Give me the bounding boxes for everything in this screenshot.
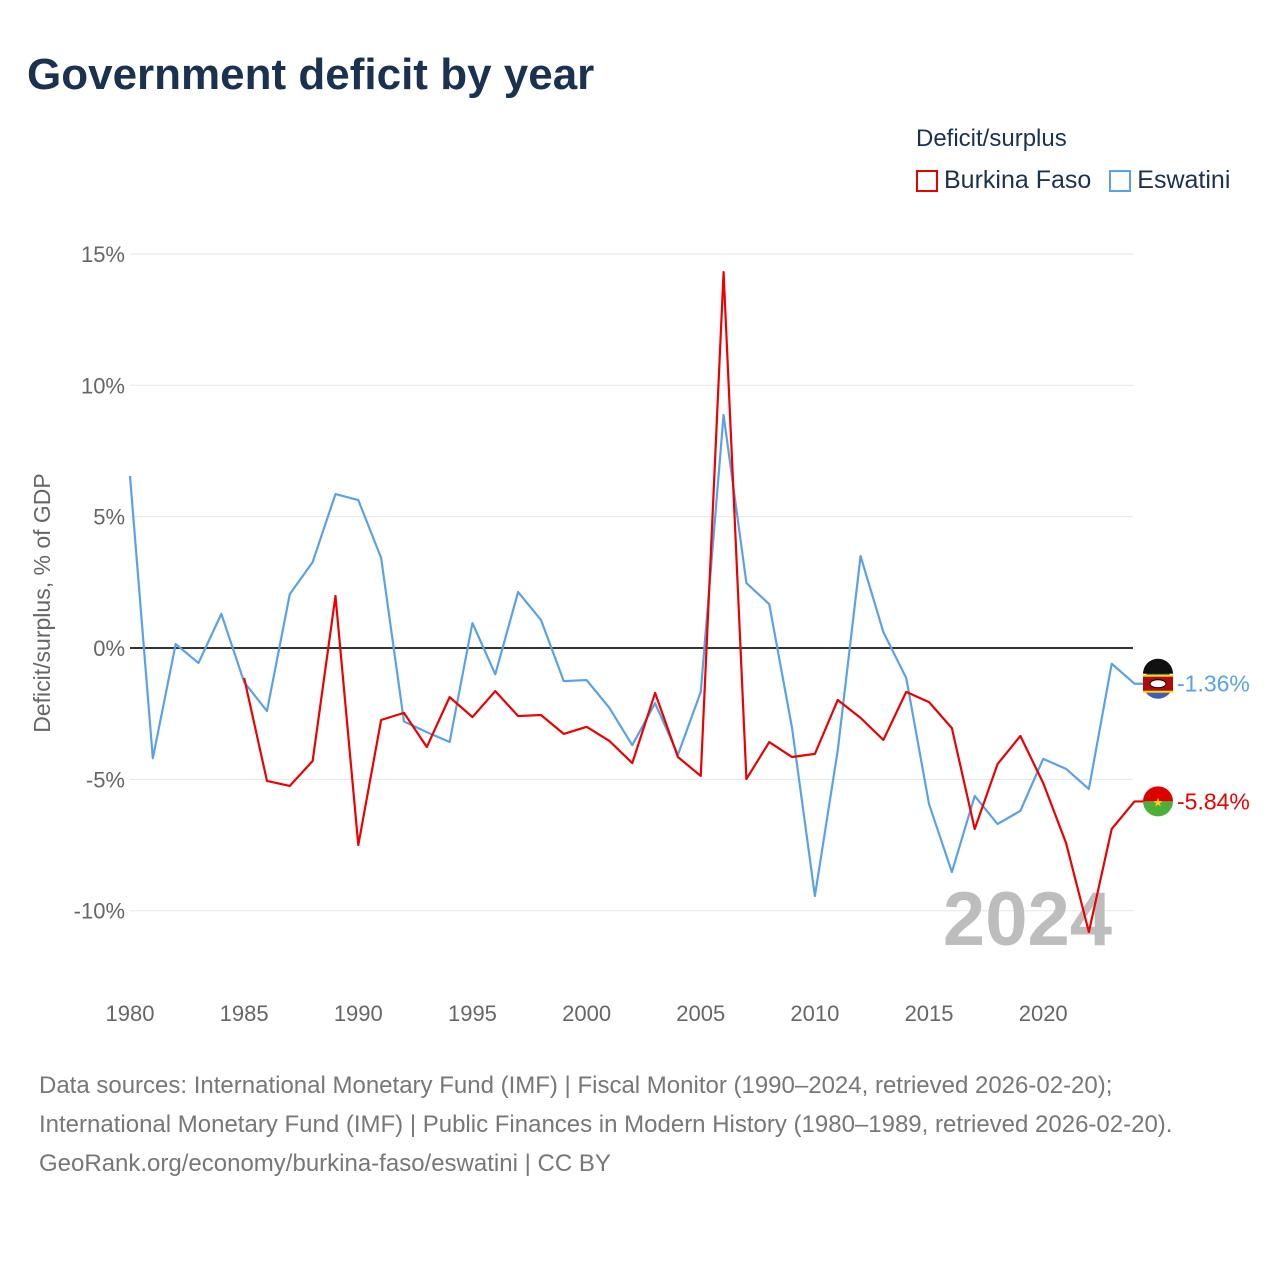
data-sources: Data sources: International Monetary Fun… — [39, 1072, 1173, 1138]
line-chart: 15% 10% 5% 0% -5% -10% 1980 1985 1990 1995 2000 200… — [29, 242, 1250, 1026]
y-tick-label: -5% — [86, 767, 125, 792]
legend-swatch-burkina-faso — [916, 169, 938, 192]
y-tick-label: 15% — [81, 242, 125, 267]
series-line-eswatini — [128, 413, 1146, 898]
x-tick-label: 1995 — [448, 1001, 497, 1026]
y-tick-label: 5% — [93, 505, 125, 530]
y-axis-label: Deficit/surplus, % of GDP — [29, 473, 55, 732]
legend-item-eswatini[interactable]: Eswatini — [1109, 166, 1230, 195]
y-tick-label: 10% — [81, 373, 125, 398]
y-tick-label: -10% — [74, 899, 125, 924]
end-value-label-eswatini: -1.36% — [1177, 671, 1250, 697]
legend-title: Deficit/surplus — [916, 125, 1067, 152]
year-watermark: 2024 — [943, 877, 1112, 962]
legend-label: Eswatini — [1137, 166, 1231, 194]
flag-icon-burkina-faso — [1143, 801, 1173, 817]
y-tick-label: 0% — [93, 636, 125, 661]
series-line-burkina-faso — [243, 270, 1146, 934]
x-tick-label: 2020 — [1019, 1001, 1068, 1026]
credit-link[interactable]: GeoRank.org/economy/burkina-faso/eswatin… — [39, 1150, 611, 1177]
legend-label: Burkina Faso — [944, 166, 1092, 194]
flag-top — [1143, 658, 1173, 674]
flag-star-icon: ★ — [1153, 795, 1164, 809]
legend: Burkina Faso Eswatini — [916, 166, 1230, 195]
x-tick-label: 2000 — [562, 1001, 611, 1026]
x-tick-label: 1990 — [334, 1001, 383, 1026]
x-tick-label: 2010 — [790, 1001, 839, 1026]
footer: Data sources: International Monetary Fun… — [39, 1066, 1239, 1183]
end-value-label-burkina-faso: -5.84% — [1177, 788, 1250, 814]
flag-shield-icon — [1149, 679, 1167, 689]
x-tick-label: 2005 — [676, 1001, 725, 1026]
x-tick-label: 1985 — [220, 1001, 269, 1026]
legend-swatch-eswatini — [1109, 169, 1132, 192]
flag-icon-burkina-faso — [1143, 786, 1173, 802]
x-tick-label: 2015 — [905, 1001, 954, 1026]
chart-title: Government deficit by year — [27, 50, 595, 99]
x-tick-label: 1980 — [106, 1001, 155, 1026]
legend-item-burkina-faso[interactable]: Burkina Faso — [916, 166, 1091, 195]
